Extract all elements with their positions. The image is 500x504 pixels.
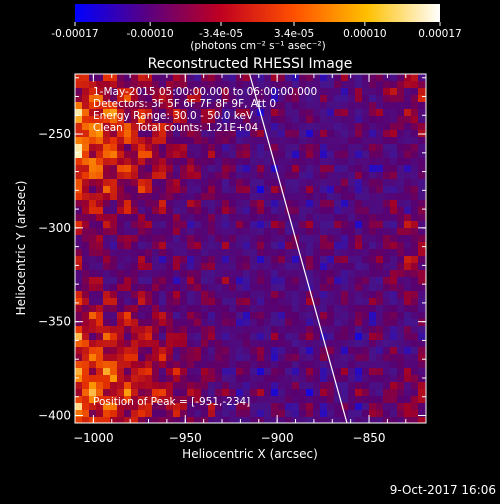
y-tick-label: −300 <box>38 221 71 235</box>
y-tick-label: −400 <box>38 408 71 422</box>
y-axis-label: Heliocentric Y (arcsec) <box>14 181 28 316</box>
x-axis-label: Heliocentric X (arcsec) <box>182 447 318 461</box>
chart-title: Reconstructed RHESSI Image <box>148 56 353 72</box>
timestamp: 9-Oct-2017 16:06 <box>390 483 496 497</box>
colorbar-tick-label: -3.4e-05 <box>199 28 243 40</box>
colorbar <box>75 4 440 22</box>
solar-limb-line <box>249 74 348 423</box>
heatmap-image <box>75 74 426 423</box>
colorbar-tick-label: -0.00017 <box>51 28 98 40</box>
colorbar-tick-label: -0.00010 <box>127 28 174 40</box>
colorbar-unit-label: (photons cm⁻² s⁻¹ asec⁻²) <box>190 40 325 52</box>
plot-frame <box>74 73 427 424</box>
colorbar-tick-label: 0.00017 <box>418 28 461 40</box>
info-line-1: 1-May-2015 05:00:00.000 to 06:00:00.000 <box>93 86 318 98</box>
info-line-2: Detectors: 3F 5F 6F 7F 8F 9F, Att 0 <box>93 98 277 110</box>
x-tick-label: −1000 <box>73 431 114 445</box>
x-tick-label: −850 <box>353 431 386 445</box>
y-tick-label: −250 <box>38 127 71 141</box>
y-tick-label: −350 <box>38 315 71 329</box>
colorbar-tick-label: 0.00010 <box>343 28 386 40</box>
colorbar-tick-label: 3.4e-05 <box>274 28 314 40</box>
info-line-3: Energy Range: 30.0 - 50.0 keV <box>93 110 254 122</box>
axes: −1000 −950 −900 −850 −250 −300 −350 −400 <box>38 74 426 445</box>
peak-position-text: Position of Peak = [-951,-234] <box>93 396 251 408</box>
info-line-4: Clean Total counts: 1.21E+04 <box>93 122 259 134</box>
x-tick-label: −900 <box>261 431 294 445</box>
x-tick-label: −950 <box>169 431 202 445</box>
colorbar-ticks: -0.00017 -0.00010 -3.4e-05 3.4e-05 0.00010 0.… <box>51 22 462 40</box>
